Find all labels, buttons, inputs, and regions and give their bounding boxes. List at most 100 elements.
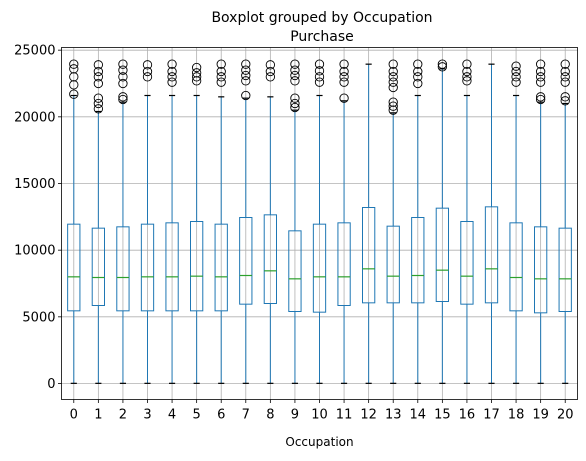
outlier-point [118,94,128,105]
outlier-point [314,66,325,76]
box-group-8 [263,60,278,384]
box-group-4 [165,59,179,384]
outlier-point [118,72,128,82]
outlier-point [535,77,546,87]
outlier-point [290,59,300,69]
outlier-point [314,77,325,87]
outlier-point [560,72,570,82]
box-group-5 [190,62,204,384]
box-iqr [165,222,179,312]
outlier-point [93,60,104,70]
outlier-point [142,60,153,70]
box-group-17 [484,63,499,384]
y-tick-label: 20000 [14,110,55,125]
boxes [67,59,572,384]
x-tick-label: 6 [217,408,225,423]
x-tick-label: 14 [410,408,427,423]
box-group-1 [91,60,106,384]
box-iqr [67,223,81,312]
box-iqr [312,223,327,313]
x-tick-label: 17 [483,408,500,423]
outlier-point [413,59,423,69]
outlier-point [167,77,177,87]
box-group-3 [140,60,155,384]
box-group-9 [288,59,302,384]
outlier-point [388,97,398,107]
x-tick-label: 0 [70,408,78,423]
box-iqr [534,226,548,314]
outlier-point [265,72,276,82]
outlier-point [265,60,276,70]
outlier-point [216,77,226,87]
outlier-point [462,59,472,69]
outlier-point [413,78,423,89]
x-axis-label: Occupation [285,435,353,449]
outlier-point [191,62,202,73]
outlier-point [290,76,300,86]
box-group-11 [337,59,351,384]
outlier-point [118,92,128,102]
outlier-point [535,92,546,102]
x-tick-label: 12 [360,408,377,423]
x-tick-label: 13 [385,408,402,423]
outlier-point [314,59,325,69]
outlier-point [93,66,104,77]
outlier-point [462,76,472,86]
outlier-point [93,98,104,109]
outlier-point [216,72,226,82]
outlier-point [93,78,104,89]
chart-subtitle: Purchase [290,29,354,45]
outlier-point [462,72,472,82]
outlier-point [290,98,300,109]
x-tick-label: 11 [336,408,353,423]
outlier-point [413,72,423,82]
outlier-point [118,59,128,69]
outlier-point [290,93,300,103]
box-iqr [411,217,425,304]
outlier-point [191,72,202,82]
x-tick-label: 20 [557,408,574,423]
outlier-point [535,66,546,77]
outlier-point [142,72,153,82]
x-tick-label: 15 [434,408,451,423]
outlier-point [290,102,300,113]
box-iqr [263,214,278,304]
box-iqr [116,226,130,312]
x-tick-label: 8 [266,408,274,423]
box-iqr [214,223,228,312]
outlier-point [142,66,153,77]
outlier-point [560,92,570,102]
box-group-10 [312,59,327,384]
x-tick-label: 10 [311,408,328,423]
outlier-point [93,72,104,82]
outlier-point [560,77,570,87]
outlier-point [167,72,177,82]
outlier-point [314,72,325,82]
outlier-point [69,59,79,69]
chart-title: Boxplot grouped by Occupation [211,10,432,26]
box-group-2 [116,59,130,384]
box-group-18 [509,61,523,384]
outlier-point [511,61,521,71]
outlier-point [167,66,177,77]
outlier-point [69,89,79,99]
box-group-14 [411,59,425,384]
outlier-point [511,72,521,82]
outlier-point [388,72,398,82]
box-group-15 [435,59,450,384]
box-iqr [337,222,351,306]
box-iqr [435,207,450,303]
outlier-point [535,94,546,105]
y-tick-label: 5000 [22,310,55,325]
outlier-point [167,59,177,69]
box-group-6 [214,59,228,384]
box-iqr [558,227,572,313]
outlier-point [290,70,300,81]
outlier-point [216,66,226,77]
y-tick-label: 0 [47,377,55,392]
outlier-point [216,59,226,69]
outlier-point [241,76,251,86]
x-tick-label: 16 [459,408,476,423]
outlier-point [388,66,398,77]
outlier-point [388,101,398,111]
